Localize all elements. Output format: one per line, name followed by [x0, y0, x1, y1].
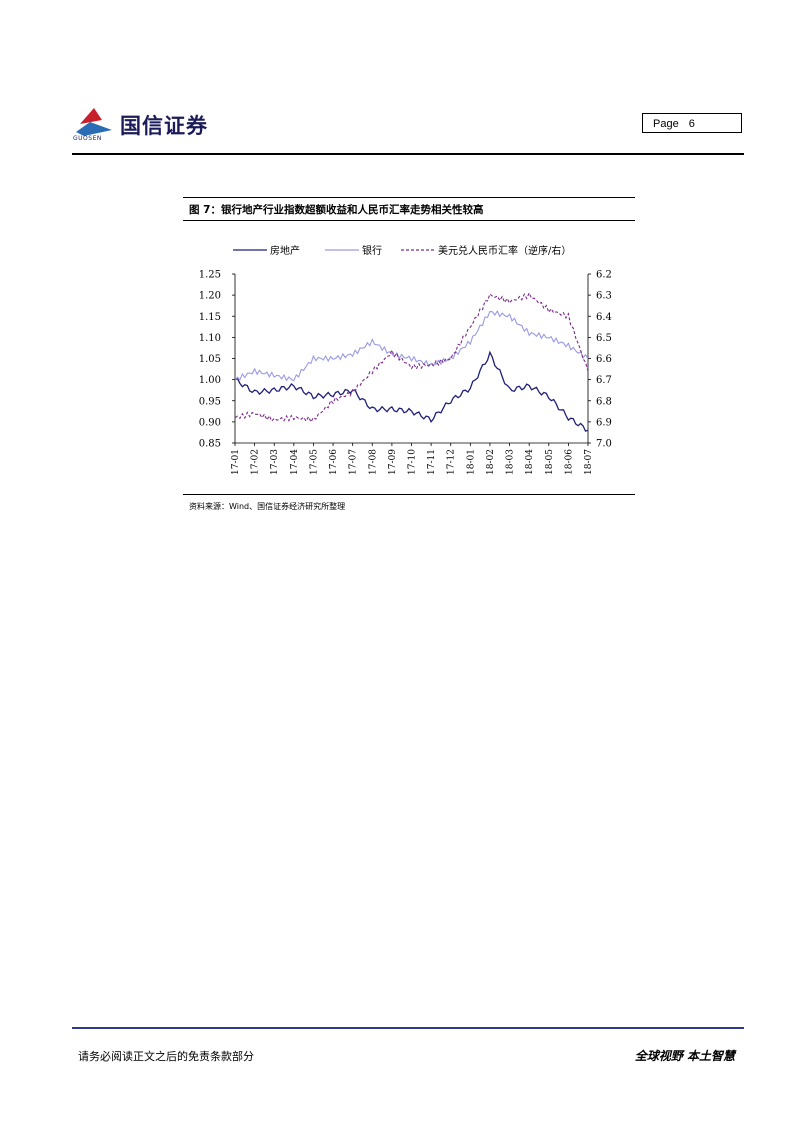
- logo-subtext: GUOSEN: [73, 135, 102, 142]
- series-line-1: [234, 309, 589, 382]
- right-tick-label: 6.4: [596, 312, 612, 323]
- page-label: Page: [653, 118, 679, 130]
- series-line-2: [234, 291, 589, 424]
- logo-text: 国信证券: [120, 114, 208, 138]
- x-tick-label: 17-05: [309, 449, 319, 475]
- legend-label-0: 房地产: [270, 244, 300, 257]
- left-tick-label: 1.00: [199, 375, 221, 386]
- x-tick-label: 17-07: [349, 449, 359, 475]
- series-line-0: [234, 350, 589, 432]
- x-tick-label: 17-01: [231, 449, 241, 475]
- left-tick-label: 1.15: [199, 312, 221, 323]
- right-tick-label: 6.6: [596, 354, 612, 365]
- left-tick-label: 0.95: [199, 396, 221, 407]
- line-chart: 1.25 1.20 1.15 1.10 1.05 1.00 0.95 0.90 0.85 6.2 6…: [199, 244, 612, 475]
- left-tick-label: 1.25: [199, 270, 221, 281]
- company-logo: 国信证券 GUOSEN: [72, 104, 232, 144]
- figure-title: 图 7：银行地产行业指数超额收益和人民币汇率走势相关性较高: [189, 204, 484, 216]
- x-tick-label: 17-02: [251, 449, 261, 475]
- x-tick-label: 17-09: [388, 449, 398, 475]
- x-tick-label: 17-08: [368, 449, 378, 475]
- right-tick-label: 6.2: [596, 270, 612, 281]
- left-tick-label: 0.90: [199, 417, 221, 428]
- footer-disclaimer: 请务必阅读正文之后的免责条款部分: [78, 1050, 254, 1063]
- legend-label-2: 美元兑人民币汇率（逆序/右）: [438, 244, 571, 257]
- x-tick-label: 18-01: [466, 449, 476, 475]
- x-tick-label: 17-12: [447, 449, 457, 475]
- x-tick-label: 18-06: [564, 449, 574, 475]
- legend-label-1: 银行: [362, 244, 382, 257]
- x-tick-label: 18-02: [486, 449, 496, 475]
- page-indicator: Page 6: [642, 113, 742, 133]
- footer-divider: [72, 1027, 744, 1029]
- left-tick-label: 0.85: [199, 439, 221, 450]
- logo-mark-icon: [76, 108, 112, 136]
- figure-top-rule: [183, 197, 635, 198]
- left-tick-label: 1.10: [199, 333, 221, 344]
- x-tick-label: 18-03: [506, 449, 516, 475]
- figure-source: 资料来源：Wind、国信证券经济研究所整理: [189, 502, 346, 511]
- right-tick-label: 6.3: [596, 291, 612, 302]
- left-tick-label: 1.20: [199, 291, 221, 302]
- footer-slogan: 全球视野 本土智慧: [634, 1049, 735, 1063]
- x-tick-label: 17-04: [290, 449, 300, 475]
- page-number: 6: [688, 118, 695, 130]
- right-tick-label: 7.0: [596, 439, 612, 450]
- x-tick-label: 18-04: [525, 449, 535, 475]
- x-tick-label: 18-07: [584, 449, 594, 475]
- right-tick-label: 6.9: [596, 417, 612, 428]
- x-tick-label: 17-11: [427, 449, 437, 475]
- right-tick-label: 6.8: [596, 396, 612, 407]
- x-tick-label: 17-06: [329, 449, 339, 475]
- x-tick-label: 18-05: [545, 449, 555, 475]
- x-tick-label: 17-10: [408, 449, 418, 475]
- left-tick-label: 1.05: [199, 354, 221, 365]
- figure-title-rule: [183, 220, 635, 221]
- right-tick-label: 6.7: [596, 375, 612, 386]
- x-tick-label: 17-03: [270, 449, 280, 475]
- right-tick-label: 6.5: [596, 333, 612, 344]
- figure-bottom-rule: [183, 494, 635, 495]
- header-divider: [72, 153, 744, 155]
